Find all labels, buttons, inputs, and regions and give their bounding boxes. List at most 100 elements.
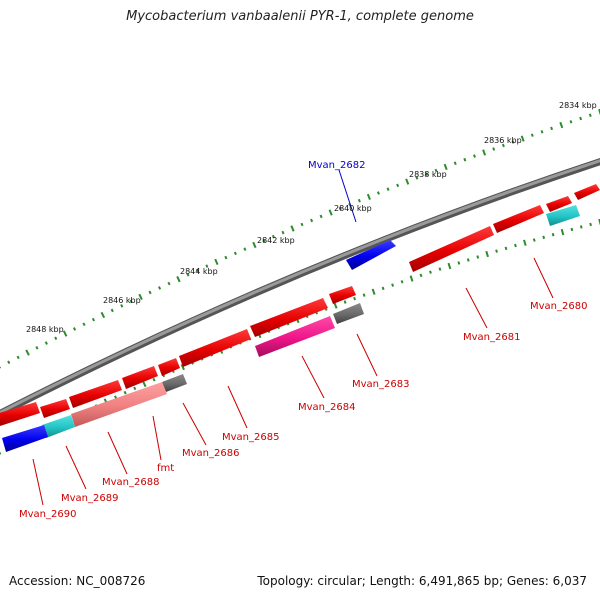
gene-label-mvan-2683: Mvan_2683	[352, 379, 409, 390]
scale-tick	[110, 308, 114, 313]
scale-tick	[186, 272, 190, 277]
feature-mvan-2686[interactable]	[158, 358, 187, 392]
inner-tick	[362, 293, 366, 297]
scale-tick	[366, 193, 371, 200]
inner-tick	[381, 286, 385, 291]
scale-tick	[328, 209, 333, 216]
scale-tick	[44, 341, 48, 345]
tick-label: 2842 kbp	[257, 236, 295, 245]
upper-tick-ring	[0, 108, 600, 369]
feature-mvan-2680-cyan[interactable]	[546, 205, 580, 226]
inner-tick	[532, 238, 536, 242]
scale-tick	[281, 230, 285, 235]
scale-tick	[530, 133, 534, 137]
scale-tick	[405, 178, 410, 185]
scale-tick	[157, 286, 162, 290]
scale-tick	[579, 116, 583, 121]
scale-tick	[473, 154, 476, 158]
scale-tick	[376, 191, 380, 195]
label-leaders	[32, 169, 554, 506]
scale-tick	[300, 222, 304, 227]
inner-tick	[579, 225, 583, 229]
scale-tick	[129, 299, 133, 304]
scale-tick	[511, 140, 515, 144]
scale-tick	[120, 304, 124, 308]
scale-tick	[25, 349, 30, 356]
scale-tick	[100, 311, 106, 319]
feature-fmt[interactable]	[122, 366, 158, 389]
tick-label: 2844 kbp	[180, 267, 218, 276]
scale-tick	[224, 255, 228, 260]
scale-tick	[214, 258, 219, 265]
scale-tick	[310, 218, 314, 223]
gene-label-mvan-2690: Mvan_2690	[19, 509, 76, 520]
scale-tick	[195, 268, 200, 273]
inner-tick	[409, 275, 414, 282]
gene-label-mvan-2684: Mvan_2684	[298, 402, 355, 413]
tick-label: 2848 kbp	[26, 325, 64, 334]
inner-tick	[457, 261, 461, 265]
scale-tick	[62, 330, 68, 337]
inner-tick	[514, 243, 517, 248]
inner-tick	[152, 377, 156, 382]
scale-tick	[233, 251, 237, 256]
gene-label-mvan-2682: Mvan_2682	[308, 160, 365, 171]
map-title: Mycobacterium vanbaalenii PYR-1, complet…	[126, 9, 474, 24]
scale-tick	[7, 360, 11, 365]
gene-label-mvan-2686: Mvan_2686	[182, 448, 239, 459]
gene-label-mvan-2689: Mvan_2689	[61, 493, 118, 504]
feature-mvan-2682[interactable]	[346, 240, 396, 270]
scale-tick	[357, 198, 361, 203]
scale-tick	[396, 183, 400, 188]
scale-tick	[550, 126, 554, 131]
scale-tick	[16, 355, 20, 360]
scale-tick	[54, 336, 58, 341]
scale-tick	[338, 206, 342, 211]
inner-tick	[495, 249, 498, 253]
scale-tick	[319, 214, 323, 219]
scale-tick	[424, 172, 428, 176]
scale-tick	[434, 168, 438, 173]
feature-mvan-2683[interactable]	[329, 286, 364, 324]
inner-tick	[353, 296, 357, 301]
feature-mvan-2684[interactable]	[250, 298, 335, 357]
tick-label: 2846 kbp	[103, 296, 141, 305]
scale-tick	[167, 281, 171, 286]
scale-tick	[559, 121, 564, 129]
tick-label: 2838 kbp	[409, 170, 447, 179]
inner-tick	[447, 262, 452, 270]
scale-tick	[243, 247, 247, 251]
gene-labels: Mvan_2682 Mvan_2680 Mvan_2681 Mvan_2683 …	[19, 160, 587, 520]
feature-mvan-2681[interactable]	[409, 205, 544, 272]
scale-tick	[138, 293, 143, 301]
scale-tick	[176, 275, 181, 283]
inner-tick	[504, 246, 508, 251]
kbp-labels: 2834 kbp 2836 kbp 2838 kbp 2840 kbp 2842…	[26, 101, 597, 334]
inner-tick	[542, 235, 546, 240]
genome-summary-text: Topology: circular; Length: 6,491,865 bp…	[257, 574, 587, 588]
scale-tick	[290, 225, 295, 232]
inner-tick	[598, 218, 600, 226]
inner-tick	[333, 302, 338, 309]
feature-mvan-2689[interactable]	[40, 399, 75, 438]
scale-tick	[35, 346, 39, 350]
scale-tick	[520, 135, 525, 142]
scale-tick	[91, 317, 96, 322]
inner-tick	[180, 363, 185, 371]
feature-mvan-2690[interactable]	[0, 402, 48, 452]
inner-tick	[113, 395, 118, 399]
scale-tick	[386, 187, 390, 191]
inner-tick	[123, 390, 127, 395]
tick-label: 2840 kbp	[334, 204, 372, 213]
inner-tick	[400, 280, 404, 284]
gene-label-fmt: fmt	[157, 463, 174, 474]
tick-label: 2836 kbp	[484, 136, 522, 145]
feature-mvan-2685[interactable]	[179, 329, 251, 367]
feature-mvan-2680-arrow[interactable]	[546, 176, 600, 212]
gene-label-mvan-2681: Mvan_2681	[463, 332, 520, 343]
inner-tick	[551, 232, 555, 237]
scale-tick	[540, 130, 544, 134]
feature-mvan-2688[interactable]	[69, 380, 167, 427]
scale-tick	[205, 264, 209, 268]
